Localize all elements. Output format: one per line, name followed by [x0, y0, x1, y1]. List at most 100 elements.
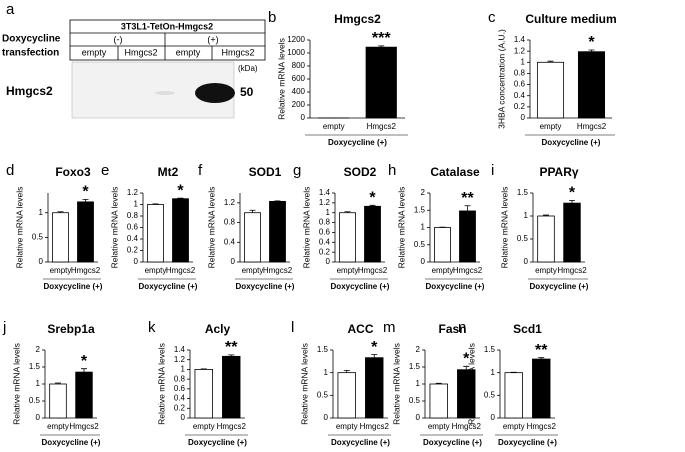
bar — [536, 61, 565, 119]
chart-title: ACC — [348, 322, 374, 336]
y-tick-label: 0 — [521, 113, 526, 122]
chart-title: SOD1 — [249, 165, 282, 179]
panel-letter: a — [6, 1, 15, 18]
y-tick-label: 0 — [301, 113, 306, 122]
chart-title: SOD2 — [344, 165, 377, 179]
y-tick-label: 1 — [521, 57, 526, 66]
y-tick-label: 0 — [134, 257, 139, 266]
chart-title: Scd1 — [513, 322, 542, 336]
significance: * — [81, 353, 88, 370]
bar — [532, 358, 551, 419]
y-tick-label: 1 — [181, 365, 186, 374]
y-axis-label: Relative mRNA levels — [466, 343, 476, 425]
significance: * — [569, 185, 576, 202]
bar — [563, 202, 581, 263]
significance: * — [588, 34, 595, 51]
y-tick-label: 600 — [292, 74, 306, 83]
x-axis-label: Doxycycline (+) — [42, 438, 101, 447]
y-tick-label: 1 — [524, 211, 529, 220]
protein-label: Hmgcs2 — [6, 84, 53, 98]
bar — [577, 51, 606, 119]
chart-title: Srebp1a — [47, 322, 95, 336]
significance: * — [82, 184, 89, 201]
y-tick-label: 1.5 — [484, 345, 496, 354]
bar — [365, 46, 397, 119]
chart-title: PPARγ — [539, 165, 578, 179]
lane-label: Hmgcs2 — [124, 47, 157, 57]
chart-title: Fasn — [438, 322, 466, 336]
panel-letter: j — [2, 319, 6, 336]
bar — [337, 372, 356, 419]
y-tick-label: 0 — [39, 257, 44, 266]
y-tick-label: 400 — [292, 87, 306, 96]
error-bar — [588, 49, 595, 52]
error-bar — [543, 214, 549, 216]
x-tick-label: empty — [193, 422, 215, 431]
dox-label: (-) — [114, 34, 123, 44]
panel-letter: i — [491, 162, 494, 179]
y-axis-label: Relative mRNA levels — [11, 343, 21, 425]
x-tick-label: Hmgcs2 — [71, 266, 101, 275]
y-tick-label: 0 — [524, 257, 529, 266]
panel-letter: h — [388, 162, 396, 179]
y-tick-label: 1 — [416, 379, 421, 388]
y-tick-label: 0.8 — [174, 374, 186, 383]
y-tick-label: 0 — [324, 413, 329, 422]
x-tick-label: Hmgcs2 — [263, 266, 293, 275]
y-axis-label: Relative mRNA levels — [391, 343, 401, 425]
y-tick-label: 0.4 — [174, 394, 186, 403]
y-tick-label: 1.5 — [517, 188, 529, 197]
error-bar — [435, 382, 442, 384]
y-tick-label: 1.4 — [319, 188, 331, 197]
y-axis-label: Relative mRNA levels — [301, 187, 311, 269]
x-tick-label: Hmgcs2 — [166, 266, 196, 275]
chart-title: Hmgcs2 — [334, 12, 381, 26]
error-bar — [82, 199, 89, 202]
y-tick-label: 1 — [36, 379, 41, 388]
y-tick-label: 0.2 — [319, 247, 331, 256]
y-axis-label: Relative mRNA levels — [206, 187, 216, 269]
y-tick-label: 0.8 — [224, 218, 236, 227]
y-tick-label: 0.6 — [319, 228, 331, 237]
error-bar — [55, 382, 61, 384]
significance: * — [371, 339, 378, 356]
y-tick-label: 0.4 — [319, 237, 331, 246]
lane-label: empty — [82, 47, 107, 57]
bar — [172, 198, 189, 263]
panel-letter: d — [6, 162, 14, 179]
x-axis-label: Doxycycline (+) — [328, 138, 387, 147]
construct: 3T3L1-TetOn-Hmgcs2 — [121, 21, 213, 31]
y-tick-label: 200 — [292, 100, 306, 109]
x-tick-label: empty — [145, 266, 167, 275]
lane-label: Hmgcs2 — [221, 47, 254, 57]
chart-title: Culture medium — [525, 12, 616, 26]
x-tick-label: empty — [535, 266, 557, 275]
marker-label: 50 — [240, 85, 254, 99]
panel-letter: g — [293, 162, 301, 179]
error-bar — [177, 197, 184, 199]
x-tick-label: Hmgcs2 — [367, 122, 397, 131]
y-tick-label: 1200 — [287, 35, 305, 44]
y-tick-label: 1.5 — [409, 362, 421, 371]
y-tick-label: 1.5 — [317, 345, 329, 354]
x-tick-label: empty — [432, 266, 454, 275]
y-tick-label: 1 — [421, 223, 426, 232]
x-tick-label: empty — [50, 266, 72, 275]
y-tick-label: 1.2 — [127, 188, 139, 197]
chart-title: Mt2 — [158, 165, 179, 179]
bar — [364, 205, 381, 263]
x-tick-label: Hmgcs2 — [557, 266, 587, 275]
bar — [504, 372, 523, 419]
dox-label: (+) — [207, 34, 218, 44]
panel-letter: b — [268, 9, 276, 26]
y-tick-label: 0.5 — [414, 240, 426, 249]
x-tick-label: empty — [337, 266, 359, 275]
y-axis-label: Relative mRNA levels — [109, 187, 119, 269]
y-axis-label: Relative mRNA levels — [276, 38, 286, 120]
y-tick-label: 0.5 — [29, 396, 41, 405]
bar — [194, 369, 213, 419]
bar — [52, 212, 69, 263]
error-bar — [464, 205, 471, 211]
x-axis-label: Doxycycline (+) — [498, 438, 557, 447]
y-tick-label: 0.4 — [127, 234, 139, 243]
